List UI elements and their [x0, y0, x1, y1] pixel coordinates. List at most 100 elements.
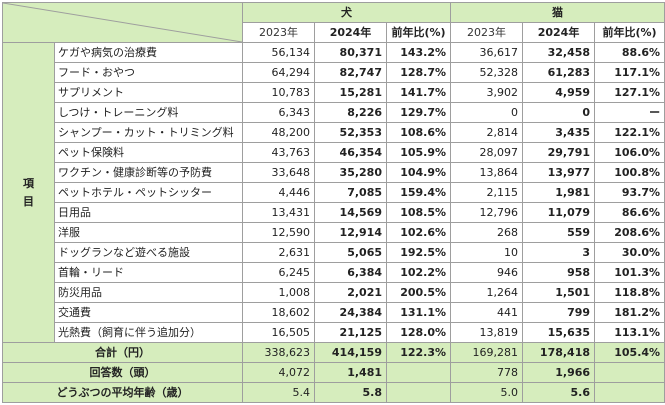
cat-ratio-cell: 127.1% — [594, 82, 665, 103]
row-label: 洋服 — [54, 222, 243, 243]
group-dog-header: 犬 — [241, 2, 452, 23]
row-label: サプリメント — [54, 82, 243, 103]
cat-ratio-cell: ー — [594, 102, 665, 123]
dog-2024-cell: 80,371 — [314, 42, 387, 63]
row-label: ペットホテル・ペットシッター — [54, 182, 243, 203]
dog-2023-header: 2023年 — [242, 22, 315, 43]
dog-2023-cell: 6,245 — [242, 262, 315, 283]
cat-ratio-cell: 118.8% — [594, 282, 665, 303]
table-body: 項 目 ケガや病気の治療費 56,134 80,371 143.2% 36,61… — [2, 42, 665, 343]
cat-ratio-cell: 106.0% — [594, 142, 665, 163]
table-row: ワクチン・健康診断等の予防費 33,648 35,280 104.9% 13,8… — [3, 162, 665, 183]
row-label: しつけ・トレーニング料 — [54, 102, 243, 123]
dog-2024-cell: 7,085 — [314, 182, 387, 203]
cat-2024-cell: 3 — [522, 242, 596, 263]
cat-2023-cell: 441 — [450, 302, 524, 323]
table-row: ペットホテル・ペットシッター 4,446 7,085 159.4% 2,115 … — [3, 182, 665, 203]
row-label: ペット保険料 — [54, 142, 243, 163]
respondents-dog-2023: 4,072 — [242, 362, 315, 383]
cat-ratio-cell: 101.3% — [594, 262, 665, 283]
row-label: ワクチン・健康診断等の予防費 — [54, 162, 243, 183]
row-label: シャンプー・カット・トリミング料 — [54, 122, 243, 143]
cat-2023-cell: 3,902 — [450, 82, 524, 103]
total-cat-2023: 169,281 — [450, 342, 524, 363]
row-label: ドッグランなど遊べる施設 — [54, 242, 243, 263]
avg-age-dog-2023: 5.4 — [242, 382, 315, 403]
total-cat-ratio: 105.4% — [594, 342, 665, 363]
dog-2023-cell: 2,631 — [242, 242, 315, 263]
dog-ratio-cell: 105.9% — [385, 142, 452, 163]
dog-2023-cell: 13,431 — [242, 202, 315, 223]
dog-ratio-cell: 108.6% — [385, 122, 452, 143]
dog-2024-cell: 6,384 — [314, 262, 387, 283]
dog-2024-cell: 52,353 — [314, 122, 387, 143]
avg-age-cat-ratio-empty — [594, 382, 665, 403]
avg-age-cat-2024: 5.6 — [522, 382, 596, 403]
row-label: 交通費 — [54, 302, 243, 323]
total-cat-2024: 178,418 — [522, 342, 596, 363]
cat-ratio-header: 前年比(%) — [594, 22, 665, 43]
dog-ratio-cell: 192.5% — [385, 242, 452, 263]
total-dog-2024: 414,159 — [314, 342, 387, 363]
row-label: ケガや病気の治療費 — [54, 42, 243, 63]
diagonal-line — [3, 3, 242, 42]
cat-2024-cell: 958 — [522, 262, 596, 283]
dog-2023-cell: 33,648 — [242, 162, 315, 183]
dog-ratio-cell: 102.2% — [385, 262, 452, 283]
dog-2024-header: 2024年 — [314, 22, 387, 43]
dog-ratio-cell: 128.7% — [385, 62, 452, 83]
cat-2024-cell: 799 — [522, 302, 596, 323]
total-dog-2023: 338,623 — [242, 342, 315, 363]
table-row: しつけ・トレーニング料 6,343 8,226 129.7% 0 0 ー — [3, 102, 665, 123]
table-row: ペット保険料 43,763 46,354 105.9% 28,097 29,79… — [3, 142, 665, 163]
dog-ratio-cell: 200.5% — [385, 282, 452, 303]
cat-2024-cell: 13,977 — [522, 162, 596, 183]
cat-2024-cell: 559 — [522, 222, 596, 243]
cat-2024-cell: 29,791 — [522, 142, 596, 163]
table-row: 首輪・リード 6,245 6,384 102.2% 946 958 101.3% — [3, 262, 665, 283]
dog-2023-cell: 10,783 — [242, 82, 315, 103]
dog-2024-cell: 24,384 — [314, 302, 387, 323]
cat-2024-cell: 11,079 — [522, 202, 596, 223]
table-row: ドッグランなど遊べる施設 2,631 5,065 192.5% 10 3 30.… — [3, 242, 665, 263]
table-row: サプリメント 10,783 15,281 141.7% 3,902 4,959 … — [3, 82, 665, 103]
cat-2023-cell: 12,796 — [450, 202, 524, 223]
cat-ratio-cell: 117.1% — [594, 62, 665, 83]
cat-2023-cell: 36,617 — [450, 42, 524, 63]
cat-ratio-cell: 181.2% — [594, 302, 665, 323]
dog-ratio-cell: 104.9% — [385, 162, 452, 183]
header-row-groups: 犬 猫 — [2, 2, 665, 43]
group-cat-header: 猫 — [450, 2, 665, 23]
table-row: 日用品 13,431 14,569 108.5% 12,796 11,079 8… — [3, 202, 665, 223]
header-row-columns: 2023年 2024年 前年比(%) 2023年 2024年 前年比(%) — [3, 22, 665, 43]
cat-2024-header: 2024年 — [522, 22, 596, 43]
dog-2023-cell: 4,446 — [242, 182, 315, 203]
cat-2023-cell: 1,264 — [450, 282, 524, 303]
dog-2023-cell: 48,200 — [242, 122, 315, 143]
cat-2024-cell: 1,981 — [522, 182, 596, 203]
respondents-cat-2023: 778 — [450, 362, 524, 383]
total-label: 合計（円） — [2, 342, 243, 363]
respondents-dog-ratio-empty — [385, 362, 452, 383]
avg-age-dog-2024: 5.8 — [314, 382, 387, 403]
avg-age-row: どうぶつの平均年齢（歳） 5.4 5.8 5.0 5.6 — [2, 382, 665, 403]
dog-2023-cell: 12,590 — [242, 222, 315, 243]
cat-ratio-cell: 208.6% — [594, 222, 665, 243]
side-label-char-1: 項 — [23, 176, 34, 190]
cat-ratio-cell: 100.8% — [594, 162, 665, 183]
side-label: 項 目 — [2, 42, 55, 343]
dog-2023-cell: 64,294 — [242, 62, 315, 83]
row-label: フード・おやつ — [54, 62, 243, 83]
cat-2024-cell: 4,959 — [522, 82, 596, 103]
table-row: 防災用品 1,008 2,021 200.5% 1,264 1,501 118.… — [3, 282, 665, 303]
dog-2023-cell: 1,008 — [242, 282, 315, 303]
respondents-row: 回答数（頭） 4,072 1,481 778 1,966 — [2, 362, 665, 383]
dog-ratio-cell: 128.0% — [385, 322, 452, 343]
dog-ratio-cell: 159.4% — [385, 182, 452, 203]
cat-2024-cell: 32,458 — [522, 42, 596, 63]
respondents-cat-ratio-empty — [594, 362, 665, 383]
cat-ratio-cell: 122.1% — [594, 122, 665, 143]
respondents-label: 回答数（頭） — [2, 362, 243, 383]
cat-2023-cell: 2,814 — [450, 122, 524, 143]
row-label: 首輪・リード — [54, 262, 243, 283]
